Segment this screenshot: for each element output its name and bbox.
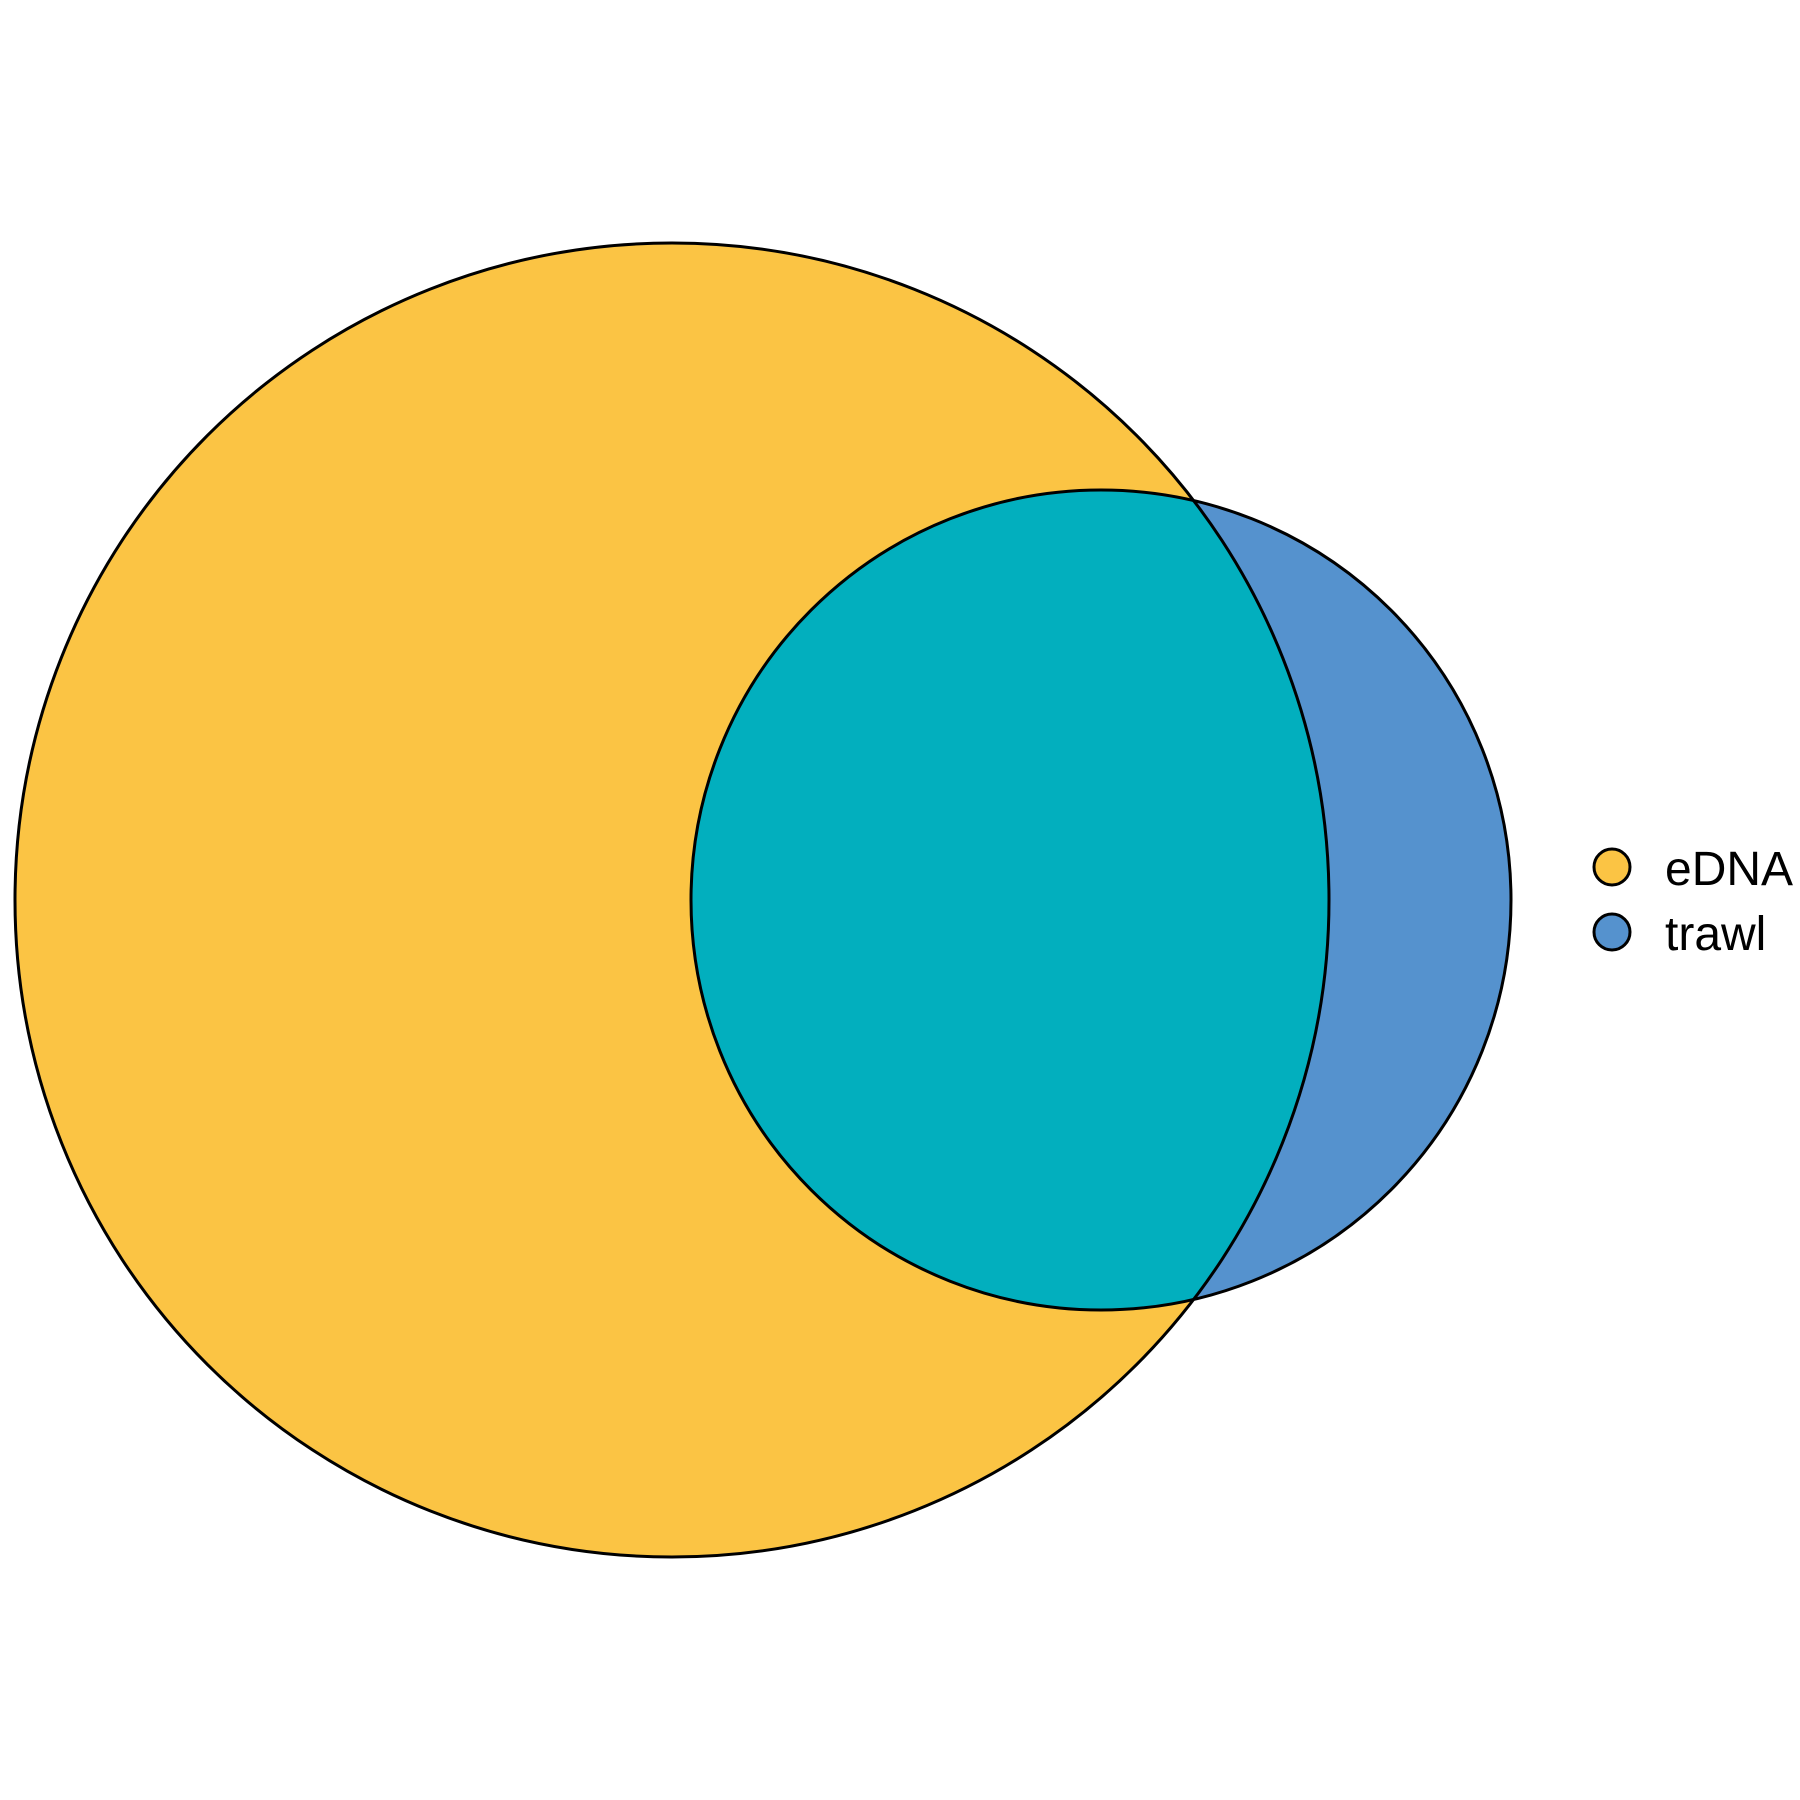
legend-item-edna: eDNA [1592, 843, 1793, 896]
legend-label-trawl: trawl [1665, 908, 1766, 961]
legend-item-trawl: trawl [1592, 908, 1766, 961]
legend-label-edna: eDNA [1665, 843, 1793, 896]
legend-key-edna [1592, 847, 1632, 887]
legend: eDNA trawl [1592, 843, 1793, 961]
trawl-outline [689, 488, 1513, 1312]
legend-key-trawl [1592, 912, 1632, 952]
edna-outline [13, 241, 1331, 1559]
